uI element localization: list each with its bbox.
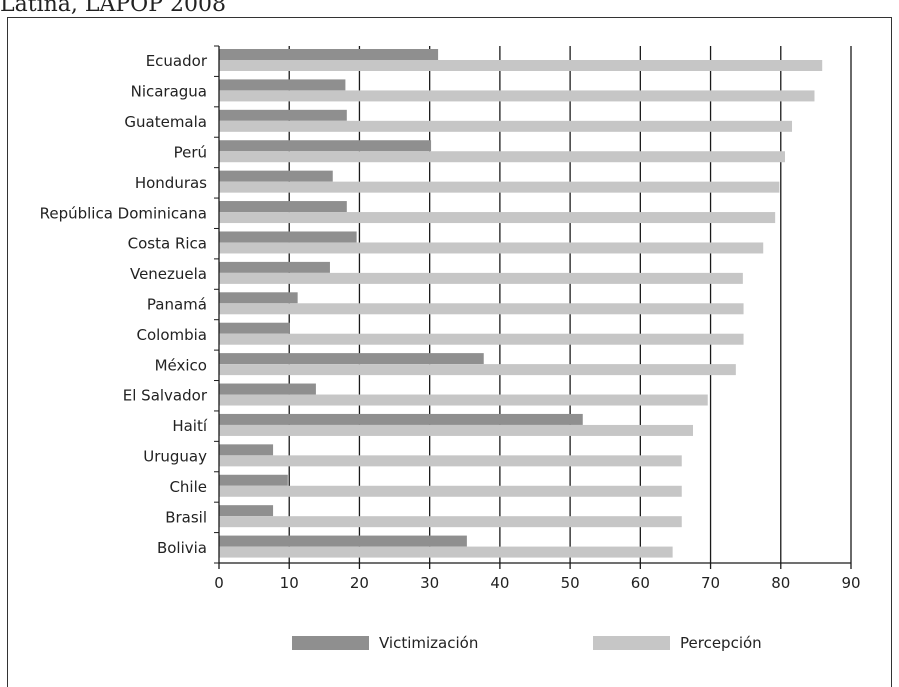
bar-victimizacion [219, 292, 298, 304]
category-label: Nicaragua [131, 83, 207, 101]
bar-victimizacion [219, 49, 439, 60]
bar-victimizacion [219, 109, 347, 121]
category-label: México [155, 356, 207, 374]
bar-victimizacion [219, 322, 290, 334]
chart-legend: Victimización Percepción [0, 634, 899, 658]
bar-percepcion [219, 151, 785, 163]
x-tick-label: 30 [420, 574, 439, 592]
category-label: Perú [174, 143, 207, 161]
bar-victimizacion [219, 474, 288, 486]
legend-swatch-victimizacion [292, 636, 369, 650]
x-tick-label: 70 [701, 574, 720, 592]
category-label: Colombia [137, 326, 208, 344]
bar-victimizacion [219, 140, 432, 152]
legend-item-victimizacion: Victimización [292, 634, 478, 652]
bar-victimizacion [219, 505, 274, 517]
chart-frame [7, 17, 892, 687]
x-tick-label: 90 [841, 574, 860, 592]
bar-victimizacion [219, 383, 316, 395]
bar-percepcion [219, 424, 693, 436]
x-tick-label: 80 [771, 574, 790, 592]
bar-percepcion [219, 272, 743, 284]
bar-percepcion [219, 364, 736, 376]
bar-percepcion [219, 546, 673, 558]
category-label: Venezuela [130, 265, 207, 283]
bar-percepcion [219, 181, 780, 193]
legend-label-percepcion: Percepción [680, 634, 762, 652]
category-label: Brasil [165, 508, 207, 526]
bar-percepcion [219, 120, 793, 132]
x-tick-label: 50 [561, 574, 580, 592]
bar-percepcion [219, 212, 776, 224]
legend-swatch-percepcion [593, 636, 670, 650]
bar-percepcion [219, 333, 744, 345]
category-label: Uruguay [143, 448, 207, 466]
bar-percepcion [219, 394, 708, 406]
category-label: Chile [169, 478, 207, 496]
bar-victimizacion [219, 535, 467, 547]
bar-victimizacion [219, 413, 583, 425]
bar-percepcion [219, 90, 815, 102]
bar-percepcion [219, 303, 744, 315]
bar-percepcion [219, 516, 682, 528]
category-label: Bolivia [157, 539, 207, 557]
legend-label-victimizacion: Victimización [379, 634, 479, 652]
bar-victimizacion [219, 170, 333, 182]
x-tick-label: 0 [214, 574, 224, 592]
x-tick-label: 40 [490, 574, 509, 592]
category-label: República Dominicana [40, 204, 207, 222]
category-label: Panamá [147, 296, 207, 314]
bar-victimizacion [219, 79, 346, 91]
category-label: Haití [172, 417, 208, 435]
page-title-fragment: Latina, LAPOP 2008 [0, 0, 226, 17]
legend-item-percepcion: Percepción [593, 634, 762, 652]
bar-victimizacion [219, 353, 484, 365]
x-tick-label: 20 [350, 574, 369, 592]
bar-percepcion [219, 485, 682, 497]
category-label: Guatemala [124, 113, 207, 131]
category-label: Costa Rica [128, 235, 207, 253]
bar-victimizacion [219, 261, 330, 273]
bar-victimizacion [219, 231, 357, 243]
bar-victimizacion [219, 444, 274, 456]
category-label: Ecuador [146, 52, 208, 70]
bar-percepcion [219, 242, 764, 254]
bar-victimizacion [219, 201, 347, 213]
category-label: El Salvador [123, 387, 208, 405]
x-tick-label: 10 [280, 574, 299, 592]
bar-percepcion [219, 60, 823, 71]
x-tick-label: 60 [631, 574, 650, 592]
category-label: Honduras [135, 174, 207, 192]
bar-percepcion [219, 455, 682, 467]
